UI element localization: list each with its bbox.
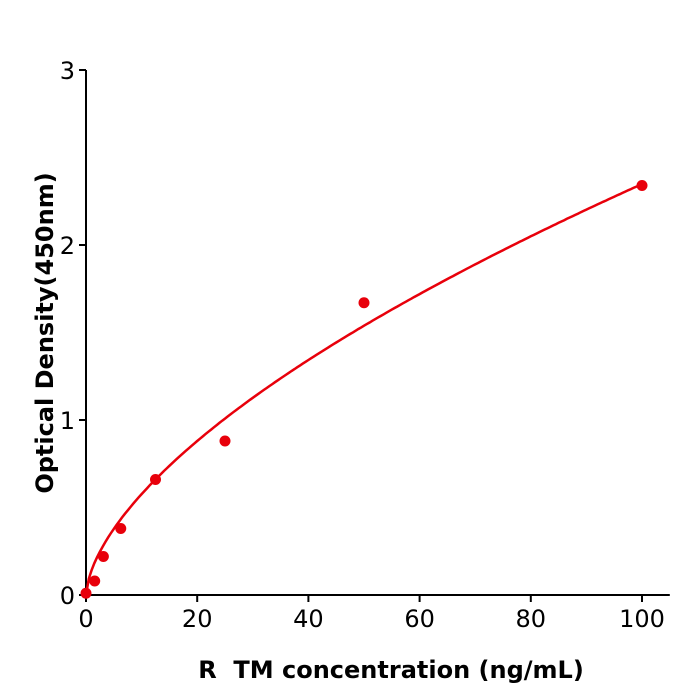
x-tick-label: 40 (293, 605, 324, 633)
data-point (636, 180, 648, 191)
x-tick-label: 60 (404, 605, 435, 633)
x-tick-label: 80 (516, 605, 547, 633)
y-tick-label: 3 (60, 57, 75, 85)
x-tick-label: 0 (78, 605, 93, 633)
data-point (97, 551, 109, 562)
x-tick-label: 100 (619, 605, 665, 633)
data-point (80, 587, 92, 599)
axes: 0 20 40 60 80 100 0 1 2 3 (60, 57, 670, 633)
x-axis-label: R TM concentration (ng/mL) (198, 656, 584, 684)
x-tick-label: 20 (182, 605, 213, 633)
data-point (89, 575, 101, 587)
data-point (219, 435, 231, 447)
fit-curve (84, 182, 643, 596)
y-tick-label: 1 (60, 407, 75, 435)
data-points (80, 180, 648, 599)
y-axis-label: Optical Density(450nm) (31, 172, 59, 493)
data-point (150, 474, 161, 485)
y-tick-label: 2 (60, 232, 75, 260)
data-point (115, 523, 127, 534)
data-point (358, 297, 370, 309)
y-tick-label: 0 (60, 582, 75, 610)
